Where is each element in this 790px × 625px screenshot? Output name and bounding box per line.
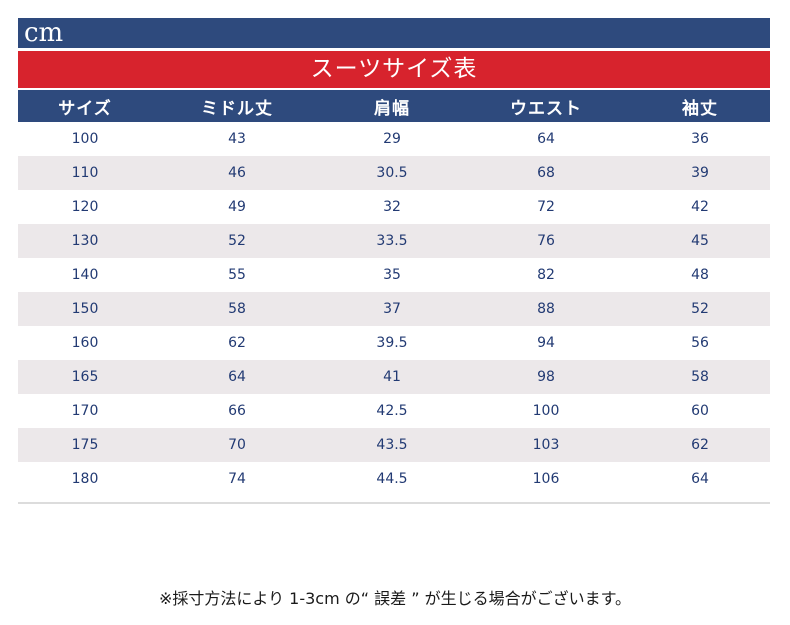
cell-sleeve: 39 [691,165,709,181]
table-row: 150 58 37 88 52 [18,292,770,326]
cell-shoulder: 29 [383,131,401,147]
cell-waist: 82 [537,267,555,283]
cell-shoulder: 37 [383,301,401,317]
table-row: 175 70 43.5 103 62 [18,428,770,462]
cell-sleeve: 36 [691,131,709,147]
cell-waist: 100 [532,403,560,419]
cell-size: 140 [71,267,99,283]
table-row: 165 64 41 98 58 [18,360,770,394]
table-row: 140 55 35 82 48 [18,258,770,292]
cell-sleeve: 48 [691,267,709,283]
table-row: 170 66 42.5 100 60 [18,394,770,428]
cell-waist: 72 [537,199,555,215]
table-row: 130 52 33.5 76 45 [18,224,770,258]
table-body: 100 43 29 64 36 110 46 30.5 68 39 120 49… [18,122,770,496]
table-header: サイズ ミドル丈 肩幅 ウエスト 袖丈 [18,90,770,122]
table-row: 120 49 32 72 42 [18,190,770,224]
header-length: ミドル丈 [201,98,273,119]
cell-sleeve: 45 [691,233,709,249]
header-shoulder: 肩幅 [374,98,410,119]
cell-length: 66 [228,403,246,419]
cell-length: 52 [228,233,246,249]
cell-waist: 64 [537,131,555,147]
cell-sleeve: 52 [691,301,709,317]
cell-size: 100 [71,131,99,147]
cell-sleeve: 42 [691,199,709,215]
cell-sleeve: 56 [691,335,709,351]
cell-waist: 106 [532,471,560,487]
cell-length: 46 [228,165,246,181]
cell-length: 70 [228,437,246,453]
measurement-note: ※採寸方法により 1-3cm の“ 誤差 ” が生じる場合がございます。 [158,589,631,608]
cell-length: 74 [228,471,246,487]
cell-waist: 68 [537,165,555,181]
cell-length: 43 [228,131,246,147]
table-row: 160 62 39.5 94 56 [18,326,770,360]
table-bottom-divider [18,502,770,504]
cell-waist: 94 [537,335,555,351]
cell-waist: 98 [537,369,555,385]
cell-waist: 76 [537,233,555,249]
cell-size: 120 [71,199,99,215]
header-size: サイズ [58,98,112,119]
cell-length: 49 [228,199,246,215]
cell-length: 55 [228,267,246,283]
header-waist: ウエスト [510,98,582,119]
chart-title: スーツサイズ表 [18,51,770,88]
cell-shoulder: 41 [383,369,401,385]
cell-size: 165 [71,369,99,385]
table-row: 100 43 29 64 36 [18,122,770,156]
size-chart: cm スーツサイズ表 サイズ ミドル丈 肩幅 ウエスト 袖丈 100 43 29… [18,18,770,504]
cell-size: 170 [71,403,99,419]
cell-size: 130 [71,233,99,249]
cell-size: 180 [71,471,99,487]
table-row: 110 46 30.5 68 39 [18,156,770,190]
cell-size: 150 [71,301,99,317]
cell-size: 175 [71,437,99,453]
unit-label: cm [18,18,770,48]
cell-sleeve: 64 [691,471,709,487]
cell-shoulder: 39.5 [376,335,408,351]
table-row: 180 74 44.5 106 64 [18,462,770,496]
cell-sleeve: 62 [691,437,709,453]
cell-shoulder: 43.5 [376,437,408,453]
cell-sleeve: 58 [691,369,709,385]
cell-shoulder: 32 [383,199,401,215]
cell-waist: 103 [532,437,560,453]
cell-shoulder: 35 [383,267,401,283]
cell-shoulder: 44.5 [376,471,408,487]
cell-length: 64 [228,369,246,385]
header-sleeve: 袖丈 [682,98,718,119]
cell-size: 110 [71,165,99,181]
cell-shoulder: 42.5 [376,403,408,419]
cell-length: 62 [228,335,246,351]
cell-waist: 88 [537,301,555,317]
cell-size: 160 [71,335,99,351]
cell-shoulder: 30.5 [376,165,408,181]
cell-shoulder: 33.5 [376,233,408,249]
cell-length: 58 [228,301,246,317]
cell-sleeve: 60 [691,403,709,419]
